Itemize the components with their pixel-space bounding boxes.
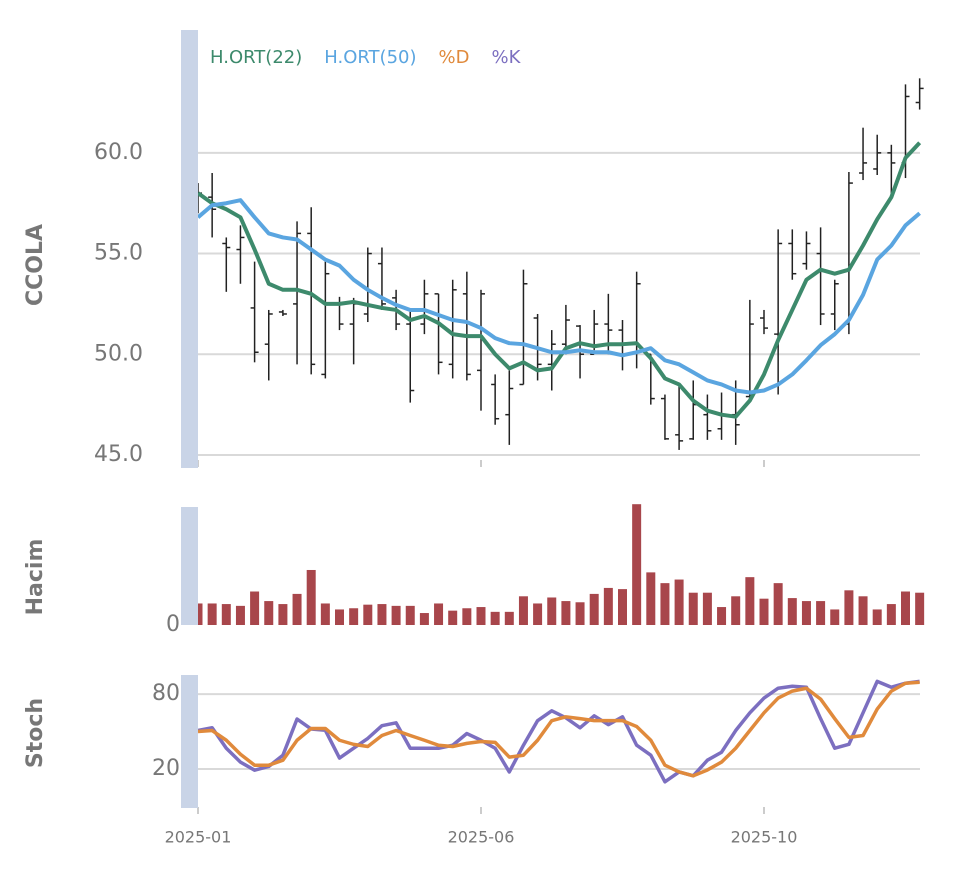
volume-bar: [886, 604, 896, 625]
volume-bar: [801, 601, 811, 625]
volume-bar: [292, 593, 302, 625]
volume-bar: [702, 592, 712, 625]
volume-bar: [264, 601, 274, 625]
volume-bar: [618, 589, 627, 625]
volume-bar: [901, 591, 910, 625]
volume-bar: [278, 604, 288, 625]
legend-label: %D: [439, 47, 470, 68]
volume-bar: [363, 604, 373, 625]
volume-bar: [816, 601, 826, 625]
x-tick-label: 2025-06: [448, 828, 515, 847]
legend-label: H.ORT(22): [210, 47, 302, 68]
volume-bar: [773, 583, 783, 625]
volume-bar: [603, 587, 613, 625]
volume-bar: [745, 577, 755, 625]
volume-bar: [320, 603, 330, 625]
series-line: [196, 141, 922, 419]
volume-bar: [405, 605, 415, 625]
y-tick-label: 0: [166, 612, 180, 637]
volume-bar: [476, 607, 486, 625]
volume-bar: [434, 603, 444, 625]
volume-bar: [391, 605, 401, 625]
volume-bar: [490, 611, 500, 625]
y-axis-title: Hacim: [23, 539, 48, 616]
volume-bar: [561, 601, 571, 625]
volume-bar: [759, 598, 769, 625]
y-axis-title: CCOLA: [23, 224, 48, 306]
volume-bar: [872, 609, 882, 625]
series-line: [196, 198, 921, 395]
volume-bar: [547, 597, 557, 625]
volume-bar: [660, 583, 670, 625]
volume-bar: [335, 609, 344, 625]
volume-bar: [688, 592, 698, 625]
volume-bar: [518, 596, 528, 625]
y-tick-label: 80: [152, 681, 180, 706]
y-tick-label: 50.0: [94, 341, 143, 366]
volume-bar: [717, 607, 727, 625]
volume-bar: [844, 590, 854, 625]
volume-bar: [419, 613, 429, 625]
volume-bar: [250, 591, 260, 625]
volume-bar: [830, 609, 840, 625]
volume-bar: [575, 602, 585, 625]
panel-strip: [181, 507, 198, 625]
volume-bar: [646, 572, 656, 625]
legend-label: H.ORT(50): [324, 47, 416, 68]
volume-bar: [349, 608, 359, 625]
volume-bar: [377, 604, 387, 625]
y-tick-label: 60.0: [94, 140, 143, 165]
legend-label: %K: [491, 47, 521, 68]
y-tick-label: 45.0: [94, 442, 143, 467]
volume-bar: [306, 569, 316, 625]
panel-strip: [181, 675, 198, 808]
x-tick-label: 2025-01: [165, 828, 232, 847]
y-tick-label: 55.0: [94, 241, 143, 266]
volume-bar: [462, 608, 472, 625]
volume-bar: [589, 593, 599, 625]
x-tick-label: 2025-10: [731, 828, 798, 847]
volume-bar: [207, 603, 217, 625]
volume-bar: [731, 596, 741, 625]
series-line: [197, 680, 920, 778]
volume-bar: [533, 603, 543, 625]
volume-bar: [221, 604, 231, 625]
volume-bar: [787, 598, 797, 625]
volume-bar: [235, 605, 245, 625]
volume-bar: [674, 579, 684, 625]
volume-bar: [915, 592, 925, 625]
y-axis-title: Stoch: [23, 698, 48, 768]
volume-bar: [858, 596, 868, 625]
volume-bar: [448, 610, 458, 625]
y-tick-label: 20: [152, 756, 180, 781]
volume-bar: [632, 504, 642, 625]
volume-bar: [504, 611, 514, 625]
panel-strip: [181, 30, 198, 468]
